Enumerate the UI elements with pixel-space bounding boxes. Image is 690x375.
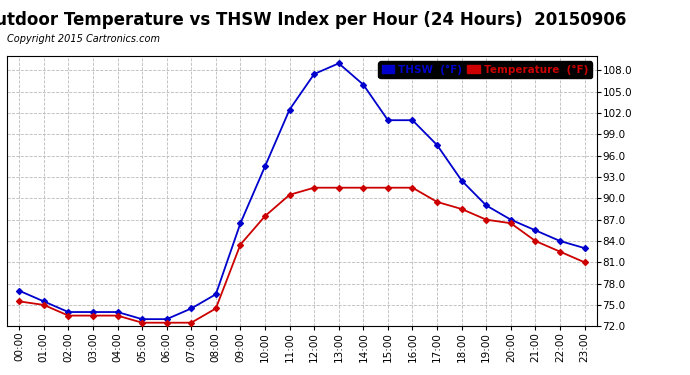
Legend: THSW  (°F), Temperature  (°F): THSW (°F), Temperature (°F) (379, 62, 591, 78)
Text: Copyright 2015 Cartronics.com: Copyright 2015 Cartronics.com (7, 34, 160, 44)
Text: Outdoor Temperature vs THSW Index per Hour (24 Hours)  20150906: Outdoor Temperature vs THSW Index per Ho… (0, 11, 627, 29)
